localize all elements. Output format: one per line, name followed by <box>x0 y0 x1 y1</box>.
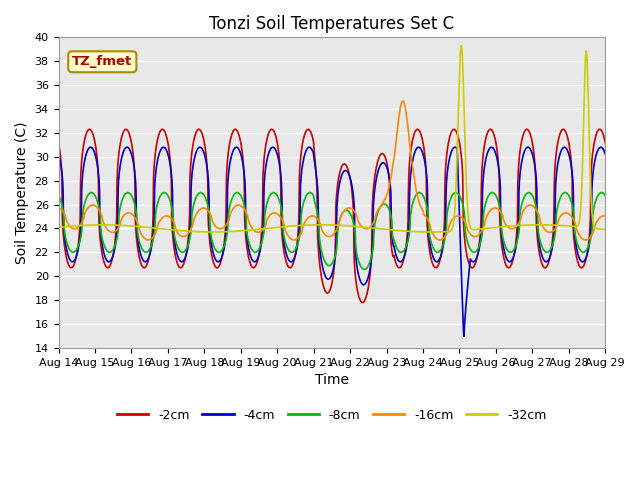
Legend: -2cm, -4cm, -8cm, -16cm, -32cm: -2cm, -4cm, -8cm, -16cm, -32cm <box>112 404 552 427</box>
Text: TZ_fmet: TZ_fmet <box>72 55 132 68</box>
Title: Tonzi Soil Temperatures Set C: Tonzi Soil Temperatures Set C <box>209 15 454 33</box>
Y-axis label: Soil Temperature (C): Soil Temperature (C) <box>15 121 29 264</box>
X-axis label: Time: Time <box>315 373 349 387</box>
